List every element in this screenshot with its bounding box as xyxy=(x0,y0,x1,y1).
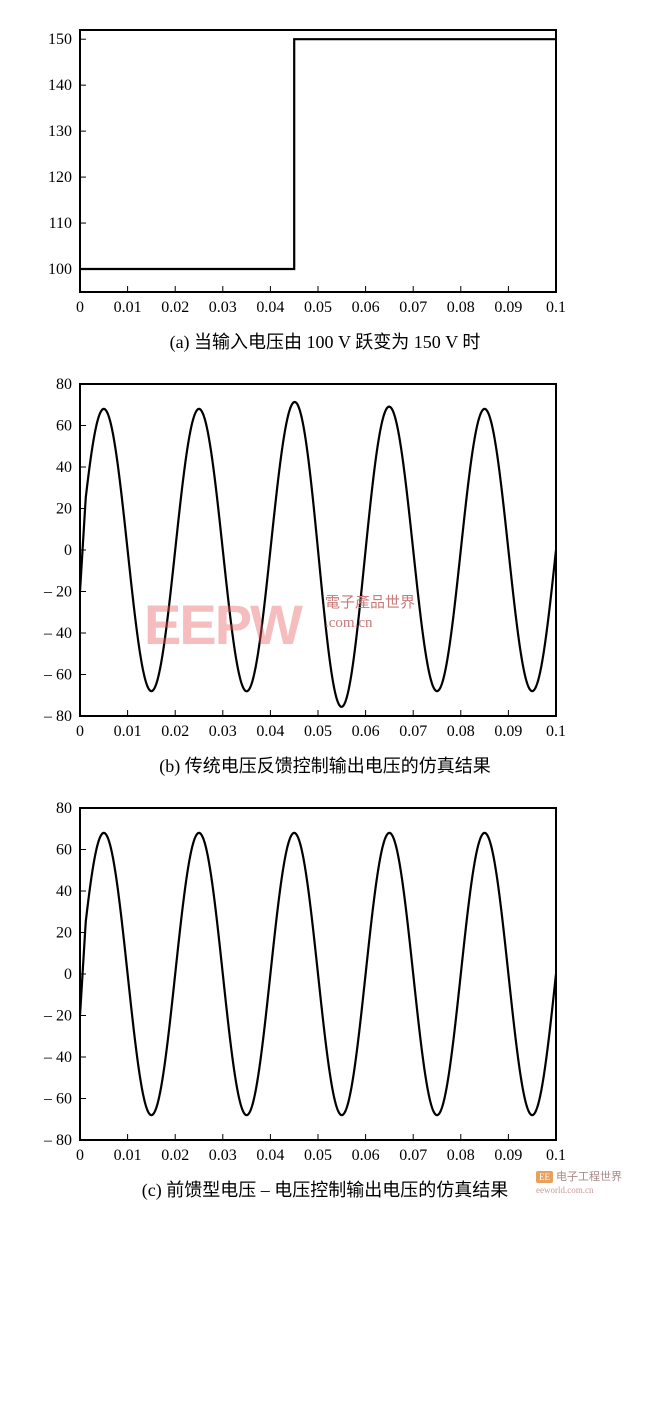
svg-text:0.09: 0.09 xyxy=(494,1147,522,1164)
watermark-side: 電子產品世界 .com.cn xyxy=(325,594,415,633)
svg-text:140: 140 xyxy=(48,77,72,94)
svg-text:0.06: 0.06 xyxy=(352,723,380,740)
svg-text:0.05: 0.05 xyxy=(304,299,332,316)
svg-text:0.08: 0.08 xyxy=(447,299,475,316)
svg-text:– 60: – 60 xyxy=(43,1091,72,1108)
chart-a-wrap: 0 0.01 0.02 0.03 0.04 0.05 0.06 0.07 0.08 0.09 0.1… xyxy=(10,20,640,354)
svg-text:0.01: 0.01 xyxy=(114,723,142,740)
svg-text:80: 80 xyxy=(56,800,72,817)
svg-text:60: 60 xyxy=(56,842,72,859)
svg-text:– 80: – 80 xyxy=(43,1132,72,1149)
svg-text:0.1: 0.1 xyxy=(546,299,566,316)
chart-c-svg: 0 0.01 0.02 0.03 0.04 0.05 0.06 0.07 0.08 0.09 0.1… xyxy=(10,798,570,1168)
svg-text:60: 60 xyxy=(56,418,72,435)
svg-text:0.01: 0.01 xyxy=(114,299,142,316)
footer-logo: EE电子工程世界 eeworld.com.cn xyxy=(536,1168,622,1196)
svg-text:0.09: 0.09 xyxy=(494,723,522,740)
svg-text:0.05: 0.05 xyxy=(304,723,332,740)
svg-text:80: 80 xyxy=(56,376,72,393)
chart-b-wrap: 0 0.01 0.02 0.03 0.04 0.05 0.06 0.07 0.08 0.09 0.1… xyxy=(10,374,640,778)
svg-text:110: 110 xyxy=(49,215,72,232)
svg-text:0.04: 0.04 xyxy=(256,299,284,316)
svg-text:0.03: 0.03 xyxy=(209,1147,237,1164)
svg-text:20: 20 xyxy=(56,925,72,942)
caption-b: (b) 传统电压反馈控制输出电压的仿真结果 xyxy=(10,752,640,778)
svg-text:20: 20 xyxy=(56,501,72,518)
watermark-big: EEPW xyxy=(144,593,301,656)
svg-text:0.03: 0.03 xyxy=(209,723,237,740)
chart-a-svg: 0 0.01 0.02 0.03 0.04 0.05 0.06 0.07 0.08 0.09 0.1… xyxy=(10,20,570,320)
svg-text:0.1: 0.1 xyxy=(546,1147,566,1164)
svg-text:0.04: 0.04 xyxy=(256,1147,284,1164)
svg-text:0.1: 0.1 xyxy=(546,723,566,740)
watermark-line2: .com.cn xyxy=(325,615,372,631)
svg-text:0.06: 0.06 xyxy=(352,1147,380,1164)
svg-text:120: 120 xyxy=(48,169,72,186)
watermark-line1: 電子產品世界 xyxy=(325,595,415,611)
caption-a: (a) 当输入电压由 100 V 跃变为 150 V 时 xyxy=(10,328,640,354)
svg-text:40: 40 xyxy=(56,883,72,900)
svg-text:0.01: 0.01 xyxy=(114,1147,142,1164)
svg-text:– 40: – 40 xyxy=(43,1049,72,1066)
svg-text:0.06: 0.06 xyxy=(352,299,380,316)
svg-text:0: 0 xyxy=(76,723,84,740)
svg-text:0: 0 xyxy=(64,542,72,559)
svg-text:0: 0 xyxy=(64,966,72,983)
svg-text:0.02: 0.02 xyxy=(161,1147,189,1164)
svg-text:– 20: – 20 xyxy=(43,1008,72,1025)
footer-box: EE xyxy=(536,1171,553,1183)
svg-text:0.02: 0.02 xyxy=(161,299,189,316)
svg-text:0.07: 0.07 xyxy=(399,723,427,740)
svg-text:0.05: 0.05 xyxy=(304,1147,332,1164)
svg-text:130: 130 xyxy=(48,123,72,140)
svg-text:0: 0 xyxy=(76,1147,84,1164)
chart-b-svg: 0 0.01 0.02 0.03 0.04 0.05 0.06 0.07 0.08 0.09 0.1… xyxy=(10,374,570,744)
svg-text:0.04: 0.04 xyxy=(256,723,284,740)
chart-c-wrap: 0 0.01 0.02 0.03 0.04 0.05 0.06 0.07 0.08 0.09 0.1… xyxy=(10,798,640,1202)
svg-text:– 80: – 80 xyxy=(43,708,72,725)
svg-text:– 60: – 60 xyxy=(43,667,72,684)
footer-text: 电子工程世界 xyxy=(556,1171,622,1183)
svg-text:– 40: – 40 xyxy=(43,625,72,642)
svg-text:0.08: 0.08 xyxy=(447,1147,475,1164)
svg-text:0.08: 0.08 xyxy=(447,723,475,740)
svg-text:– 20: – 20 xyxy=(43,584,72,601)
svg-text:100: 100 xyxy=(48,261,72,278)
footer-sub: eeworld.com.cn xyxy=(536,1185,593,1195)
svg-text:0.07: 0.07 xyxy=(399,1147,427,1164)
svg-text:40: 40 xyxy=(56,459,72,476)
watermark: EEPW xyxy=(144,592,301,657)
svg-text:0.07: 0.07 xyxy=(399,299,427,316)
svg-text:0: 0 xyxy=(76,299,84,316)
svg-text:150: 150 xyxy=(48,31,72,48)
svg-text:0.02: 0.02 xyxy=(161,723,189,740)
svg-text:0.09: 0.09 xyxy=(494,299,522,316)
svg-text:0.03: 0.03 xyxy=(209,299,237,316)
